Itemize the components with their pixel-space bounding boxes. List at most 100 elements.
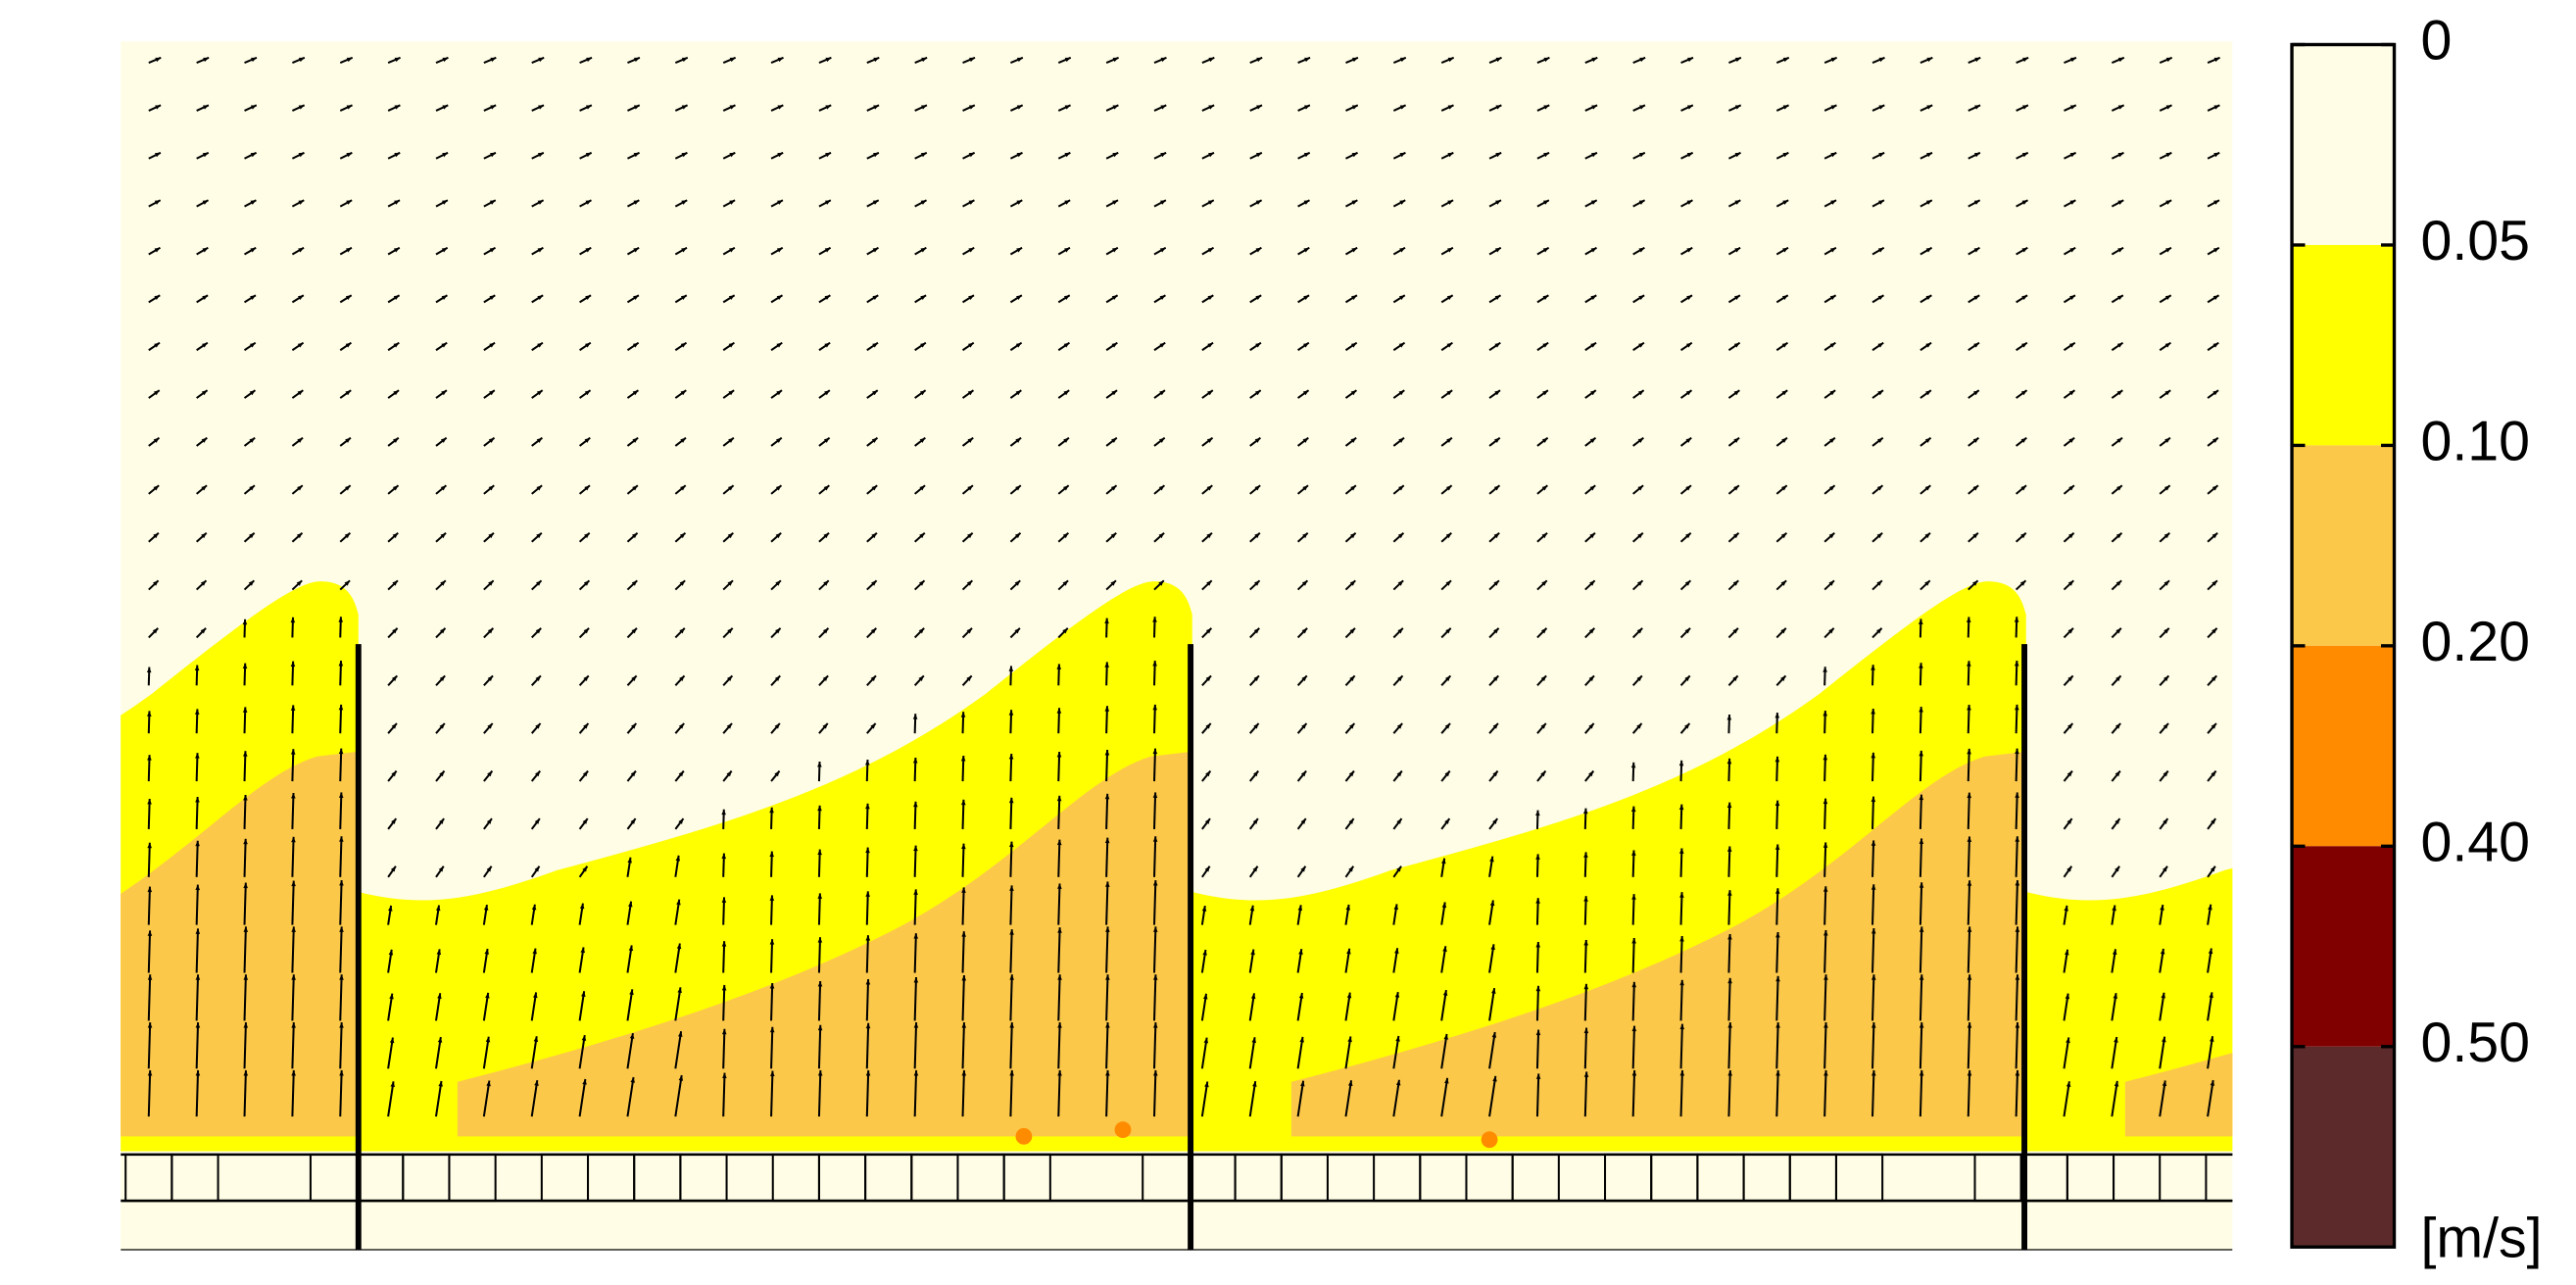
vector-arrow <box>339 880 343 925</box>
arrow-head <box>727 485 734 491</box>
arrow-head <box>1774 800 1780 807</box>
arrow-head <box>1063 342 1070 348</box>
arrow-head <box>535 675 541 681</box>
arrow-head <box>1636 627 1643 634</box>
arrow-head <box>1446 295 1453 301</box>
vector-arrow <box>1823 974 1827 1021</box>
arrow-head <box>728 342 735 348</box>
arrow-head <box>1397 580 1404 586</box>
arrow-head <box>1014 532 1021 539</box>
arrow-head <box>870 722 876 729</box>
arrow-head <box>1104 793 1110 800</box>
arrow-head <box>2212 295 2219 301</box>
arrow-head <box>1063 390 1070 396</box>
arrow-head <box>249 390 256 396</box>
arrow-head <box>632 437 639 443</box>
arrow-head <box>727 627 733 634</box>
arrow-head <box>1492 1075 1497 1082</box>
arrow-head <box>961 974 967 981</box>
arrow-head <box>1733 390 1740 396</box>
arrow-head <box>391 770 397 777</box>
arrow-head <box>729 105 736 110</box>
arrow-head <box>1112 200 1119 205</box>
arrow-head <box>536 532 542 539</box>
arrow-head <box>1298 949 1303 955</box>
arrow-head <box>1495 200 1501 205</box>
colorbar-tick-label: 0.50 <box>2420 1012 2530 1074</box>
vector-arrow <box>1823 929 1827 973</box>
arrow-head <box>2114 1080 2119 1087</box>
vector-arrow <box>1871 927 1875 973</box>
arrow-head <box>1733 342 1740 348</box>
arrow-head <box>1160 57 1167 63</box>
arrow-head <box>1871 1069 1876 1076</box>
arrow-head <box>1347 1080 1353 1086</box>
arrow-head <box>824 247 831 253</box>
vector-arrow <box>913 889 917 925</box>
arrow-head <box>1494 247 1501 253</box>
arrow-head <box>1734 295 1740 301</box>
arrow-head <box>1686 200 1693 205</box>
arrow-head <box>1253 675 1259 681</box>
arrow-head <box>2163 627 2169 634</box>
arrow-head <box>1062 580 1069 586</box>
arrow-head <box>871 437 878 443</box>
arrow-head <box>1589 580 1595 586</box>
arrow-head <box>486 1080 491 1087</box>
arrow-head <box>1871 752 1876 759</box>
arrow-head <box>291 974 296 980</box>
vector-arrow <box>1631 981 1635 1021</box>
arrow-head <box>2015 880 2020 886</box>
arrow-head <box>960 756 966 762</box>
arrow-head <box>1684 627 1691 634</box>
arrow-head <box>1351 152 1358 158</box>
arrow-head <box>1015 390 1022 396</box>
arrow-head <box>1297 905 1303 912</box>
arrow-head <box>582 1078 587 1085</box>
arrow-head <box>1590 200 1597 205</box>
arrow-head <box>154 152 161 158</box>
arrow-head <box>680 485 686 491</box>
arrow-head <box>1919 1069 1924 1076</box>
arrow-head <box>1678 848 1684 854</box>
vector-arrow <box>1105 1022 1109 1069</box>
arrow-head <box>339 836 344 842</box>
arrow-head <box>153 485 160 491</box>
arrow-head <box>770 1070 775 1077</box>
arrow-head <box>1009 841 1014 848</box>
arrow-head <box>1397 675 1403 681</box>
arrow-head <box>1639 105 1645 110</box>
arrow-head <box>1828 580 1834 586</box>
arrow-head <box>1871 928 1876 934</box>
arrow-head <box>961 843 966 850</box>
arrow-head <box>961 887 966 893</box>
arrow-head <box>1300 865 1306 872</box>
vector-arrow <box>195 928 200 973</box>
arrow-head <box>1393 904 1399 911</box>
arrow-head <box>1152 748 1158 755</box>
arrow-head <box>1254 532 1260 539</box>
arrow-head <box>968 247 975 253</box>
arrow-head <box>203 105 209 110</box>
arrow-head <box>489 342 496 348</box>
arrow-head <box>442 152 449 158</box>
arrow-head <box>2116 390 2123 396</box>
arrow-head <box>1207 342 1214 348</box>
arrow-head <box>1924 485 1931 491</box>
arrow-head <box>967 390 974 396</box>
arrow-head <box>633 295 639 301</box>
arrow-head <box>1255 295 1262 301</box>
arrow-head <box>439 770 445 777</box>
vector-arrow <box>1823 886 1827 925</box>
vector-arrow <box>865 978 870 1021</box>
arrow-head <box>394 200 401 205</box>
arrow-head <box>1348 818 1354 824</box>
arrow-head <box>1111 390 1118 396</box>
arrow-head <box>631 627 637 634</box>
arrow-head <box>1447 200 1454 205</box>
arrow-head <box>1919 707 1923 713</box>
vector-arrow <box>147 842 151 877</box>
arrow-head <box>1158 485 1165 491</box>
arrow-head <box>1158 532 1165 539</box>
arrow-head <box>583 675 589 681</box>
